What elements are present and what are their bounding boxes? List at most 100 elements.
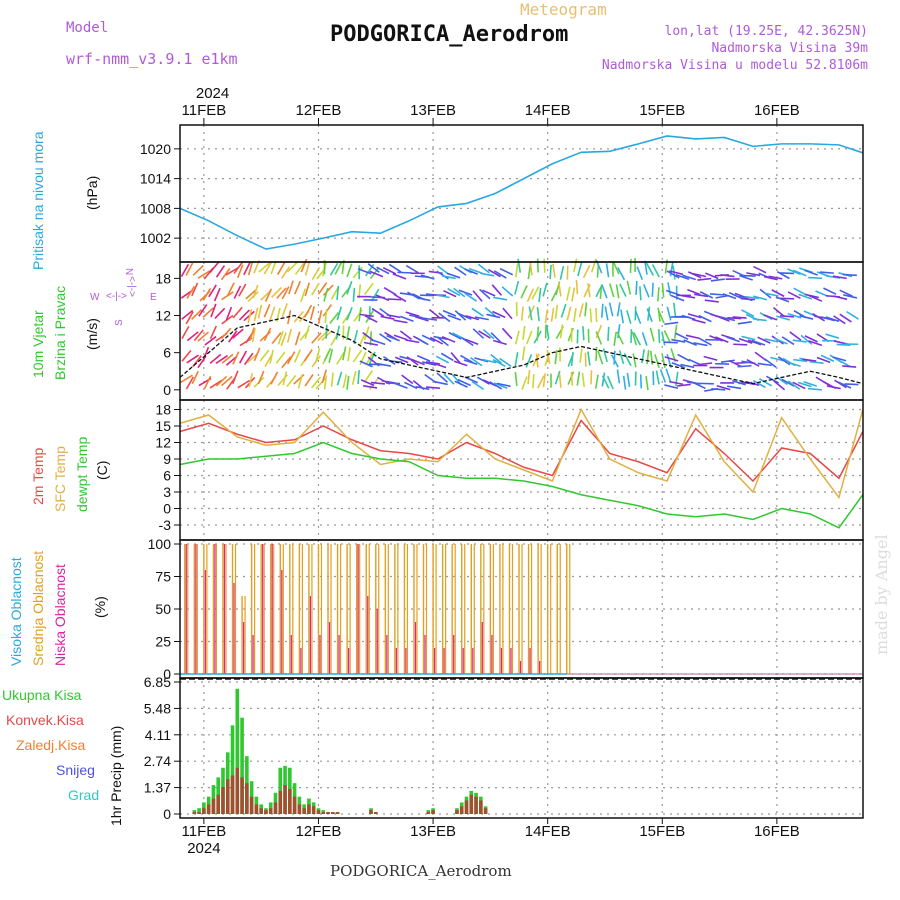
wind-arrow	[342, 346, 347, 361]
wind-arrow	[447, 287, 461, 297]
wind-arrow	[269, 349, 274, 364]
wind-arrow	[502, 307, 513, 320]
wind-arrow	[659, 369, 667, 383]
wind-arrow	[311, 332, 322, 344]
wind-arrow	[330, 286, 339, 300]
wind-arrow	[559, 324, 564, 339]
wind-arrow	[244, 352, 254, 366]
wind-arrow	[709, 334, 723, 342]
wind-arrow	[577, 262, 583, 277]
precip-conv-bar	[479, 800, 483, 814]
wind-arrow	[220, 327, 232, 340]
wind-arrow	[744, 295, 759, 300]
wind-arrow	[698, 314, 712, 323]
model-label: Model	[66, 20, 109, 36]
wind-arrow	[663, 330, 672, 344]
wind-arrow	[227, 282, 235, 296]
pressure-line	[179, 135, 864, 250]
wind-arrow	[687, 288, 701, 296]
wind-arrow	[248, 373, 254, 388]
wind-arrow	[616, 331, 624, 345]
wind-arrow	[209, 261, 220, 273]
wind-arrow	[793, 287, 807, 296]
wind-arrow	[416, 354, 431, 362]
wind-arrow	[576, 371, 581, 386]
wind-arrow	[405, 339, 420, 344]
wind-arrow	[798, 293, 813, 300]
wind-arrow	[209, 379, 223, 389]
wind-arrow	[243, 261, 251, 276]
wind-arrow	[209, 353, 222, 364]
wind-arrow	[699, 291, 714, 299]
precip-conv-bar	[431, 810, 435, 814]
wind-arrow	[664, 321, 679, 326]
wind-arrow	[721, 316, 736, 322]
wind-arrow	[180, 374, 193, 384]
wind-arrow	[309, 306, 316, 321]
wind-arrow	[490, 332, 502, 344]
wind-arrow	[225, 267, 239, 276]
panel-frame-precip	[179, 677, 864, 819]
wind-arrow	[716, 315, 730, 322]
wind-arrow	[257, 304, 263, 319]
wind-arrow	[531, 286, 540, 300]
precip-conv-bar	[283, 785, 287, 814]
wind-arrow	[526, 330, 533, 345]
wind-arrow	[618, 350, 625, 365]
wind-arrow	[804, 269, 818, 276]
wind-arrow	[247, 309, 253, 324]
wind-arrow	[233, 285, 242, 299]
wind-arrow	[763, 275, 778, 281]
wind-arrow	[737, 364, 752, 368]
wind-arrow	[636, 266, 644, 280]
wind-arrow	[746, 272, 761, 277]
wind-arrow	[752, 379, 766, 389]
wind-arrow	[359, 360, 373, 368]
wind-arrow	[560, 303, 567, 318]
wind-arrow	[472, 290, 483, 302]
precip-conv-bar	[202, 808, 206, 814]
temp-ytick-label: 15	[155, 418, 171, 434]
wind-arrow	[294, 262, 305, 275]
day-label-bottom: 12FEB	[296, 823, 342, 840]
wind-arrow	[191, 282, 199, 297]
wind-arrow	[401, 374, 414, 385]
precip-total-bar	[235, 688, 240, 814]
wind-arrow	[416, 296, 431, 302]
wind-arrow	[578, 303, 584, 318]
wind-arrow	[832, 356, 847, 362]
wind-arrow	[675, 332, 689, 341]
wind-arrow	[198, 304, 208, 317]
precip-total-bar	[230, 725, 235, 814]
day-label-bottom: 14FEB	[525, 823, 571, 840]
wind-arrow	[181, 326, 190, 340]
wind-arrow	[363, 385, 378, 389]
wind-arrow	[400, 315, 414, 323]
wind-arrow	[776, 270, 790, 280]
wind-arrow	[480, 272, 495, 277]
wind-arrow	[602, 348, 608, 363]
wind-arrow	[363, 326, 370, 341]
wind-arrow	[800, 334, 813, 345]
wind-arrow	[626, 372, 631, 387]
wind-arrow	[816, 356, 831, 364]
wind-arrow	[774, 337, 788, 345]
wind-arrow	[453, 287, 466, 298]
wind-arrow	[375, 294, 390, 302]
wind-arrow	[554, 304, 559, 319]
wind-arrow	[680, 363, 695, 369]
wind-arrow	[786, 361, 801, 368]
wind-arrow	[804, 293, 819, 299]
wind-arrow	[842, 365, 857, 368]
temp-ytick-label: 6	[163, 468, 171, 484]
wind-arrow	[336, 306, 343, 321]
wind-arrow	[181, 349, 192, 362]
wind-arrow	[357, 268, 372, 275]
wind-arrow	[465, 314, 480, 321]
wind-arrow	[727, 316, 742, 320]
wind-arrow	[351, 370, 357, 385]
wind-arrow	[620, 309, 624, 324]
wind-arrow	[352, 266, 363, 279]
wind-arrow	[546, 349, 551, 364]
precip-conv-bar	[240, 777, 244, 814]
